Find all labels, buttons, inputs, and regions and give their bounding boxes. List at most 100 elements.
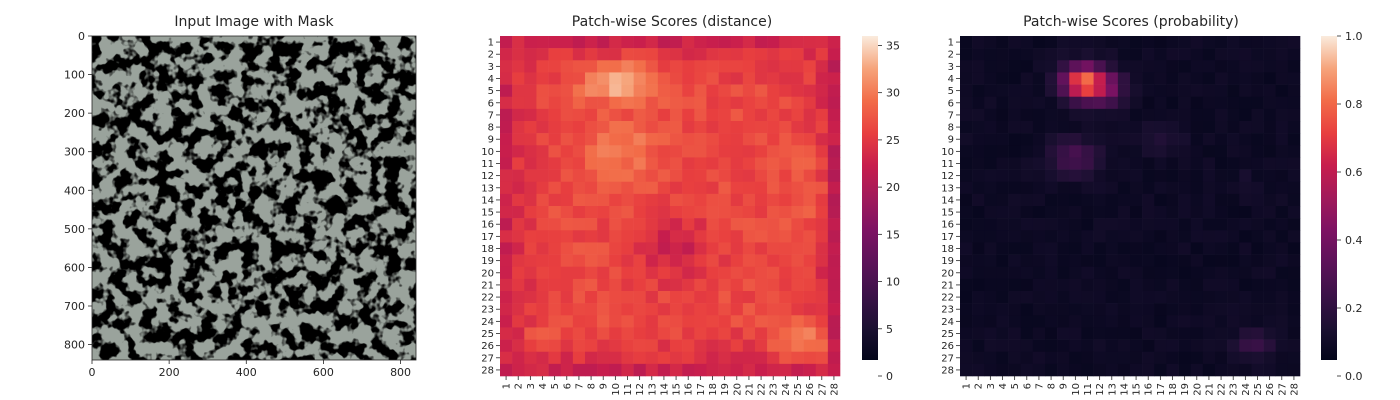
heatmap-cell [1178,72,1192,85]
heatmap-cell [1287,363,1301,377]
heatmap-cell [657,254,671,268]
heatmap-cell [1178,218,1192,231]
heatmap-cell [1166,254,1179,268]
heatmap-cell [682,206,695,219]
heatmap-cell [1275,339,1289,353]
heatmap-cell [730,121,744,134]
heatmap-cell [706,363,719,377]
heatmap-cell [1287,351,1301,365]
heatmap-cell [767,339,780,353]
heatmap-cell [1105,315,1119,328]
heatmap-cell [779,181,792,195]
heatmap-cell [718,36,732,49]
heatmap-cell [1154,230,1167,243]
x-tick-label: 24 [1241,383,1252,396]
heatmap-cell [803,230,817,243]
heatmap-cell [730,72,744,85]
heatmap-cell [1154,36,1167,49]
heatmap-cell [1251,145,1264,158]
heatmap-cell [536,36,549,49]
heatmap-cell [730,254,744,268]
x-tick-label: 13 [647,383,658,396]
heatmap-cell [1263,254,1277,268]
heatmap-cell [1130,303,1143,316]
heatmap-cell [1215,278,1228,292]
heatmap-cell [996,315,1009,328]
heatmap-cell [500,48,513,61]
heatmap-cell [791,206,804,219]
heatmap-cell [597,230,610,243]
heatmap-cell [548,206,562,219]
heatmap-cell [1154,218,1167,231]
heatmap-cell [1032,303,1046,316]
heatmap-cell [682,266,695,280]
heatmap-cell [972,60,985,73]
x-tick-label: 2 [514,383,525,389]
heatmap-cell [1202,363,1216,377]
heatmap-cell [996,327,1009,340]
heatmap-cell [984,133,997,146]
heatmap-cell [1239,48,1252,61]
heatmap-cell [718,145,732,158]
y-tick-label: 24 [941,317,954,328]
heatmap-cell [560,339,574,353]
heatmap-cell [1263,157,1277,170]
heatmap-cell [536,254,549,268]
heatmap-cell [718,206,732,219]
heatmap-cell [670,169,683,183]
heatmap-cell [718,230,732,243]
heatmap-cell [1202,181,1216,195]
heatmap-cell [767,351,780,365]
heatmap-cell [657,133,671,146]
heatmap-cell [1166,133,1179,146]
heatmap-cell [1069,60,1082,73]
heatmap-cell [621,351,634,365]
heatmap-cell [1130,206,1143,219]
heatmap-cell [1142,303,1155,316]
heatmap-cell [984,303,997,316]
heatmap-cell [1215,96,1228,110]
heatmap-cell [572,96,586,110]
heatmap-cell [597,315,610,328]
heatmap-cell [827,303,841,316]
heatmap-cell [524,351,537,365]
heatmap-cell [1154,327,1167,340]
heatmap-cell [755,145,768,158]
heatmap-cell [996,242,1009,255]
heatmap-cell [645,157,659,170]
y-tick-label: 23 [941,305,954,316]
heatmap-cell [1069,36,1082,49]
heatmap-cell [524,181,537,195]
heatmap-cell [500,339,513,353]
heatmap-cell [1057,278,1070,292]
heatmap-cell [779,48,792,61]
heatmap-cell [742,133,756,146]
heatmap-cell [548,96,562,110]
heatmap-cell [742,291,756,304]
heatmap-cell [1069,181,1082,195]
heatmap-cell [803,145,817,158]
heatmap-cell [718,339,732,353]
heatmap-cell [609,36,622,49]
heatmap-cell [1227,145,1240,158]
heatmap-cell [500,363,513,377]
heatmap-cell [1251,339,1264,353]
heatmap-cell [657,278,671,292]
heatmap-cell [633,157,647,170]
heatmap-cell [657,157,671,170]
heatmap-cell [694,181,707,195]
heatmap-cell [803,351,817,365]
heatmap-cell [755,230,768,243]
heatmap-cell [1215,230,1228,243]
heatmap-cell [621,84,634,98]
heatmap-cell [1117,278,1131,292]
heatmap-cell [1275,121,1289,134]
heatmap-cell [1251,278,1264,292]
heatmap-cell [996,157,1009,170]
heatmap-cell [1275,84,1289,98]
heatmap-cell [1008,218,1022,231]
heatmap-cell [960,193,973,207]
heatmap-cell [1093,108,1107,122]
heatmap-cell [536,96,549,110]
heatmap-cell [633,315,647,328]
